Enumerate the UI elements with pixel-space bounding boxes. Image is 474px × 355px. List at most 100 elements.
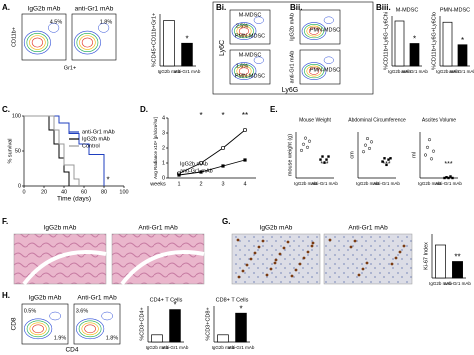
point bbox=[198, 160, 204, 166]
data-point bbox=[449, 175, 452, 178]
stained-nucleus bbox=[236, 238, 240, 242]
x-tick-label: IgG2b mAb bbox=[212, 345, 235, 350]
contour bbox=[304, 23, 324, 39]
stained-nucleus bbox=[257, 245, 261, 249]
contour bbox=[101, 311, 113, 321]
stained-nucleus bbox=[349, 245, 353, 249]
point bbox=[242, 127, 248, 133]
contour bbox=[253, 16, 264, 24]
data-point bbox=[307, 139, 312, 143]
x-tick-label: anti-Gr1 mAb bbox=[401, 69, 428, 74]
panel-label: Bii. bbox=[290, 3, 302, 12]
gate-label: 1.6% bbox=[236, 63, 249, 69]
contour bbox=[48, 22, 60, 33]
significance: * bbox=[239, 304, 242, 313]
contour bbox=[73, 30, 101, 55]
x-tick-label: IgG2b mAb bbox=[429, 281, 452, 286]
contour bbox=[32, 324, 44, 334]
stained-nucleus bbox=[298, 262, 302, 266]
y-axis-label: Ki-67 Index bbox=[423, 242, 429, 270]
image-title: IgG2b mAb bbox=[44, 225, 77, 232]
contour bbox=[234, 63, 254, 79]
stained-nucleus bbox=[253, 251, 257, 255]
data-point bbox=[443, 176, 446, 180]
panel-label: Biii. bbox=[376, 3, 391, 12]
panel-label: D. bbox=[140, 105, 148, 114]
axis-label: Ly6G bbox=[282, 87, 298, 94]
data-point bbox=[429, 157, 434, 161]
significance: *** bbox=[382, 161, 390, 168]
data-point bbox=[321, 155, 324, 158]
y-axis-label: %CD3+CD4+ bbox=[139, 307, 145, 340]
population: PMN-MDSC bbox=[235, 33, 265, 39]
flow-title: anti-Gr1 mAb bbox=[75, 6, 114, 13]
contour bbox=[236, 25, 252, 37]
stained-nucleus bbox=[273, 261, 277, 265]
x-tick-label: 3 bbox=[221, 181, 224, 187]
contour bbox=[98, 22, 110, 33]
survival-line bbox=[24, 115, 70, 186]
stained-nucleus bbox=[282, 246, 286, 250]
stained-nucleus bbox=[245, 263, 249, 267]
gate-label: 1.8% bbox=[100, 19, 113, 25]
x-tick-label: IgG2b mAb bbox=[146, 345, 169, 350]
data-point bbox=[323, 161, 326, 164]
line bbox=[178, 159, 246, 176]
stained-nucleus bbox=[310, 244, 314, 248]
x-tick-label: IgG2b mAb bbox=[356, 181, 379, 186]
stained-nucleus bbox=[286, 240, 290, 244]
y-tick-label: 3 bbox=[162, 130, 165, 136]
bar-title: PMN-MDSC bbox=[440, 7, 470, 13]
y-axis-label: cm bbox=[349, 151, 355, 159]
bar bbox=[435, 244, 446, 279]
data-point bbox=[381, 160, 384, 163]
line bbox=[178, 129, 246, 174]
bar bbox=[181, 42, 193, 67]
y-tick-label: 1 bbox=[162, 160, 165, 166]
contour bbox=[323, 56, 334, 64]
contour bbox=[238, 67, 250, 75]
contour bbox=[234, 23, 254, 39]
x-tick-label: IgG2b mAb bbox=[418, 181, 441, 186]
stained-nucleus bbox=[261, 239, 265, 243]
bar bbox=[457, 44, 468, 67]
bar bbox=[442, 21, 453, 67]
point bbox=[243, 158, 247, 162]
contour bbox=[23, 30, 51, 55]
y-axis-label: %CD11b+Ly6G−Ly6Chi bbox=[383, 12, 389, 70]
contour bbox=[231, 62, 257, 80]
population: M-MDSC bbox=[239, 52, 262, 58]
axis-label: Ly6C bbox=[219, 40, 226, 56]
point bbox=[177, 173, 181, 177]
data-point bbox=[423, 153, 428, 157]
legend-label: anti-Gr1 mAb bbox=[180, 168, 213, 174]
stained-nucleus bbox=[328, 238, 332, 242]
contour bbox=[79, 35, 96, 50]
contour bbox=[78, 320, 102, 338]
data-point bbox=[301, 142, 306, 146]
contour bbox=[304, 63, 324, 79]
legend-label: IgG2b mAb bbox=[82, 136, 110, 142]
x-tick-label: 40 bbox=[61, 189, 67, 195]
contour bbox=[29, 322, 47, 336]
contour bbox=[29, 35, 46, 50]
data-point bbox=[389, 157, 392, 160]
stained-nucleus bbox=[306, 250, 310, 254]
data-point bbox=[369, 140, 374, 144]
significance: * bbox=[413, 35, 416, 44]
significance: *** bbox=[320, 161, 328, 168]
x-tick-label: 1 bbox=[177, 181, 180, 187]
bar bbox=[169, 309, 181, 343]
stained-nucleus bbox=[241, 269, 245, 273]
x-tick-label: 20 bbox=[41, 189, 47, 195]
x-tick-label: anti-Gr1 mAb bbox=[174, 69, 201, 74]
x-tick-label: anti-Gr1 mAb bbox=[435, 181, 462, 186]
y-axis-label: mouse weight (g) bbox=[287, 134, 293, 176]
row-label: anti-Gr1 mAb bbox=[289, 51, 295, 84]
contour bbox=[49, 311, 61, 321]
bar bbox=[163, 20, 175, 67]
x-tick-label: anti-Gr1 mAb bbox=[444, 281, 471, 286]
data-point bbox=[427, 138, 432, 142]
